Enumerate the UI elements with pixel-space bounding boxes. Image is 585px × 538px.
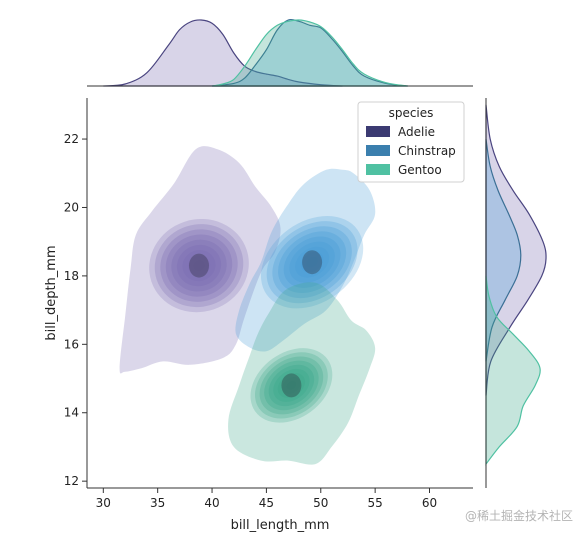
kde-contour-gentoo-level-2: [254, 352, 328, 419]
marginal-y-chinstrap: [485, 139, 522, 362]
x-tick-label: 45: [259, 496, 274, 510]
y-tick-label: 16: [64, 337, 79, 351]
kde-contour-adelie-level-9: [193, 260, 205, 271]
kde-chinstrap: [235, 168, 376, 352]
kde-contour-adelie-level-3: [160, 229, 238, 302]
x-tick-label: 60: [422, 496, 437, 510]
kde-contour-gentoo-outer: [228, 282, 376, 465]
kde-contour-adelie-level-5: [171, 239, 227, 292]
kde-contour-adelie-level-4: [165, 234, 233, 297]
kde-contour-adelie-level-6: [176, 244, 222, 287]
kde-core-gentoo: [281, 373, 302, 398]
kde-contour-chinstrap-level-5: [283, 236, 341, 288]
kde-core-chinstrap: [302, 250, 323, 275]
kde-contour-adelie-outer: [119, 146, 281, 374]
legend-frame: [357, 101, 465, 183]
kde-contour-gentoo-level-8: [282, 377, 301, 394]
y-tick-label: 20: [64, 200, 79, 214]
marginal-x-chinstrap: [211, 18, 408, 87]
kde-contour-gentoo-level-9: [286, 381, 296, 390]
y-axis-label: bill_depth_mm: [44, 245, 59, 340]
kde-contour-adelie-level-7: [182, 250, 216, 282]
kde-contour-chinstrap-level-2: [266, 221, 358, 304]
marginal-x-gentoo: [211, 19, 408, 87]
kde-contour-chinstrap-level-7: [295, 246, 330, 278]
marginal-y-gentoo: [485, 275, 541, 466]
marginal-x-adelie: [103, 19, 343, 87]
marginal-x-plot: [87, 18, 473, 87]
legend-swatch-gentoo: [366, 164, 390, 175]
y-tick-label: 22: [64, 132, 79, 146]
legend-label-adelie: Adelie: [398, 125, 435, 139]
kde-contour-chinstrap-level-4: [278, 231, 347, 293]
y-tick-label: 12: [64, 474, 79, 488]
legend-swatch-chinstrap: [366, 145, 390, 156]
legend-swatch-adelie: [366, 126, 390, 137]
kde-contour-gentoo-level-4: [264, 360, 319, 411]
x-tick-label: 50: [313, 496, 328, 510]
kde-contour-gentoo-level-5: [268, 364, 315, 407]
kde-contour-chinstrap-level-8: [300, 251, 324, 273]
kde-gentoo: [228, 282, 376, 465]
kde-contour-gentoo-level-3: [259, 356, 324, 415]
y-tick-label: 14: [64, 406, 79, 420]
axes: 30 35 40 45 50 55 60 12 14 16 18 20 22: [64, 98, 473, 510]
kde-contour-adelie-level-2: [154, 224, 244, 308]
legend-label-chinstrap: Chinstrap: [398, 144, 456, 158]
x-axis-label: bill_length_mm: [231, 518, 330, 533]
kde-contour-chinstrap-outer: [235, 168, 376, 352]
watermark: @稀土掘金技术社区: [464, 509, 573, 523]
marginal-y-plot: [485, 98, 547, 488]
legend: species Adelie Chinstrap Gentoo: [357, 101, 465, 183]
kde-contour-gentoo-level-6: [273, 368, 310, 402]
kde-contour-chinstrap-level-6: [289, 241, 335, 283]
kde-contour-gentoo-level-7: [277, 372, 306, 398]
legend-title: species: [389, 106, 434, 120]
kde-contour-chinstrap-level-9: [306, 257, 318, 268]
y-tick-label: 18: [64, 269, 79, 283]
x-tick-label: 55: [368, 496, 383, 510]
joint-plot-area: [119, 146, 376, 465]
kde-contour-adelie-level-1: [149, 218, 249, 313]
legend-label-gentoo: Gentoo: [398, 163, 442, 177]
kde-contour-adelie-level-8: [187, 255, 211, 276]
kde-contour-chinstrap-level-3: [272, 226, 352, 299]
x-tick-label: 40: [204, 496, 219, 510]
x-tick-label: 35: [150, 496, 165, 510]
kde-contour-gentoo-level-1: [250, 348, 333, 423]
kde-core-adelie: [189, 253, 209, 278]
x-tick-label: 30: [96, 496, 111, 510]
kde-adelie: [119, 146, 281, 374]
kde-contour-chinstrap-level-1: [260, 216, 364, 309]
